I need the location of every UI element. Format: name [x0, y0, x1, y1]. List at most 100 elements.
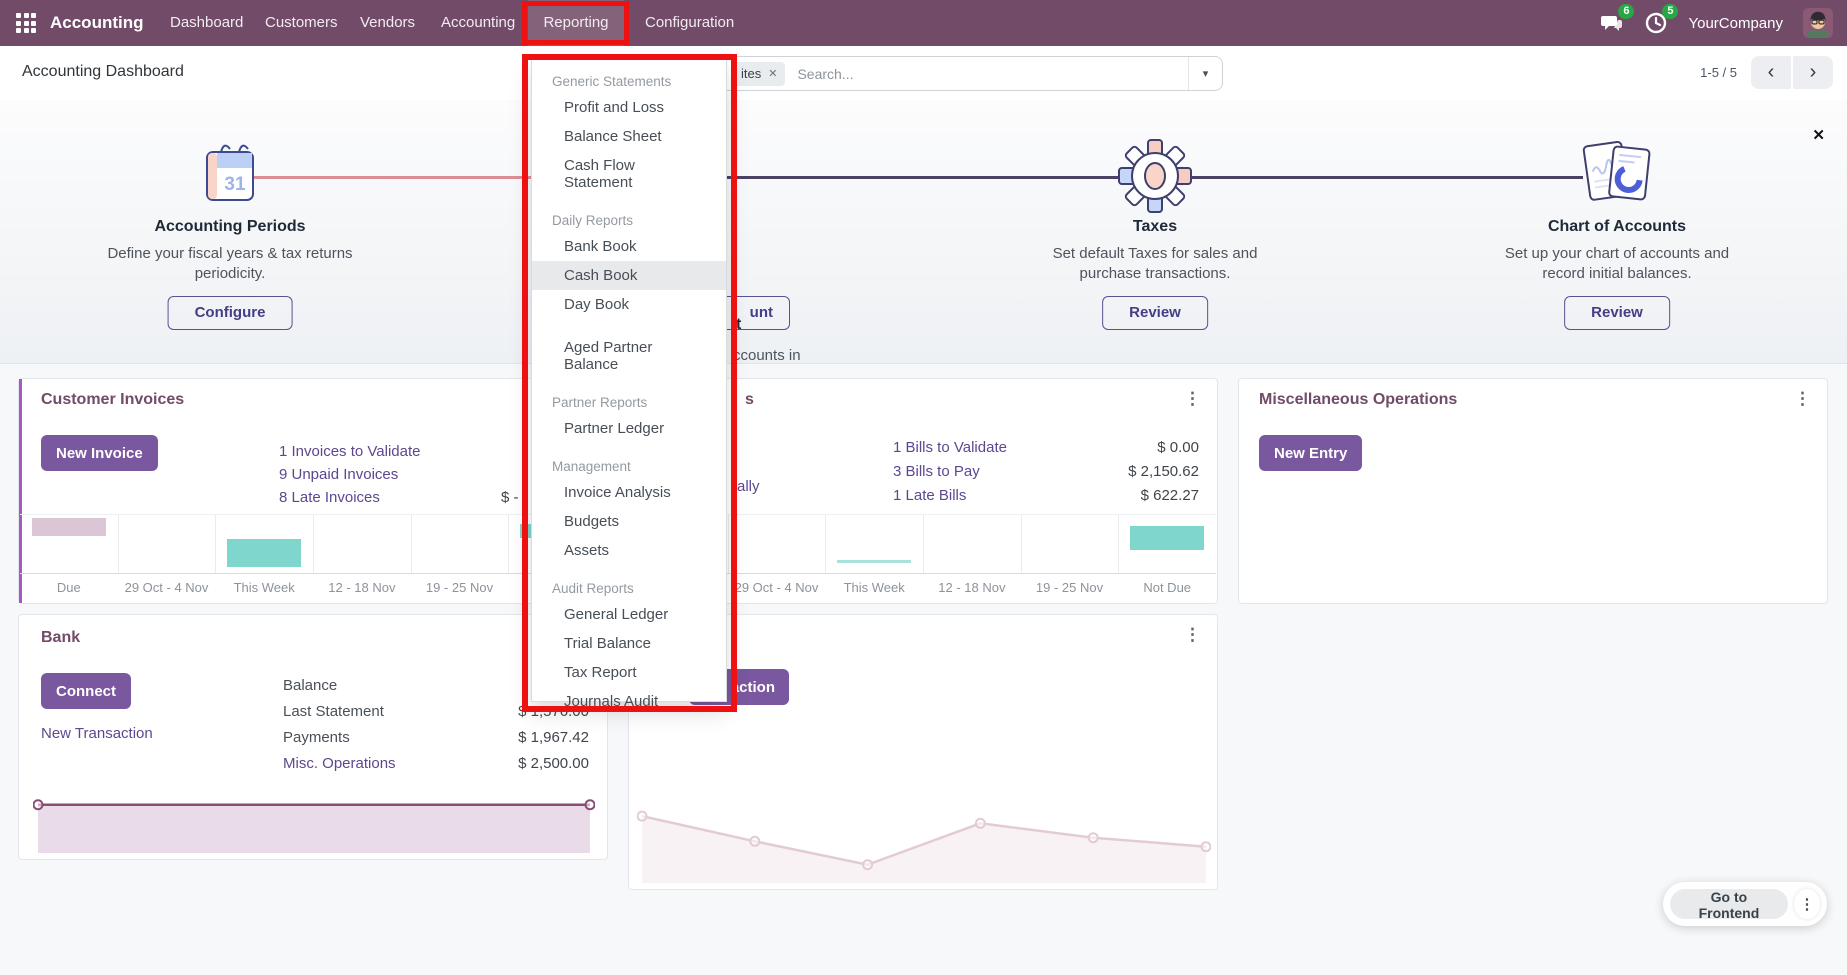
- chart-axis-label: 29 Oct - 4 Nov: [124, 580, 209, 595]
- menu-item-profit-and-loss[interactable]: Profit and Loss: [564, 99, 665, 116]
- filter-chip[interactable]: ites ✕: [733, 61, 786, 86]
- frontend-pill: Go to Frontend ⋮: [1663, 882, 1827, 926]
- review-chart-of-accounts-button[interactable]: Review: [1564, 296, 1670, 330]
- unpaid-invoices-link[interactable]: 9 Unpaid Invoices: [279, 466, 399, 483]
- miscellaneous-operations-title[interactable]: Miscellaneous Operations: [1259, 391, 1458, 408]
- nav-item-reporting[interactable]: Reporting: [528, 0, 624, 46]
- breadcrumb[interactable]: Accounting Dashboard: [22, 63, 184, 80]
- misc-operations-link[interactable]: Misc. Operations: [283, 755, 396, 772]
- pager-previous-button[interactable]: ‹: [1751, 56, 1791, 89]
- chart-gridline: [313, 515, 314, 573]
- frontend-kebab-icon[interactable]: ⋮: [1793, 889, 1820, 919]
- apps-grid-icon[interactable]: [16, 13, 36, 33]
- invoices-to-validate-link[interactable]: 1 Invoices to Validate: [279, 443, 421, 460]
- onboarding-progress-line-todo: [252, 176, 690, 179]
- menu-section-generic-statements: Generic Statements Profit and Loss Balan…: [532, 68, 726, 197]
- menu-item-aged-partner-balance[interactable]: Aged Partner Balance: [564, 339, 653, 373]
- nav-item-customers[interactable]: Customers: [265, 14, 338, 31]
- nav-item-accounting[interactable]: Accounting: [441, 14, 516, 31]
- onboarding-progress-line-done-1: [690, 176, 1124, 179]
- step-description: Set up your chart of accounts and record…: [1504, 245, 1730, 282]
- connect-button[interactable]: Connect: [41, 673, 131, 709]
- configure-button[interactable]: Configure: [167, 296, 293, 330]
- card-kebab-icon[interactable]: ⋮: [1794, 389, 1811, 408]
- chart-axis-label: 12 - 18 Nov: [938, 580, 1006, 595]
- activities-badge: 5: [1662, 4, 1679, 19]
- company-switcher[interactable]: YourCompany: [1688, 14, 1783, 32]
- chart-bar[interactable]: [1130, 526, 1204, 550]
- user-avatar[interactable]: [1803, 8, 1833, 38]
- menu-item-assets[interactable]: Assets: [564, 542, 610, 559]
- new-invoice-button[interactable]: New Invoice: [41, 435, 158, 471]
- search-input[interactable]: [797, 65, 1188, 82]
- menu-section-management: Management Invoice Analysis Budgets Asse…: [532, 453, 726, 565]
- menu-item-budgets[interactable]: Budgets: [564, 513, 620, 530]
- banner-close-icon[interactable]: ✕: [1812, 127, 1825, 144]
- chart-canvas: [32, 799, 596, 853]
- app-title[interactable]: Accounting: [50, 13, 144, 32]
- hidden-step-title-fragment: t: [736, 316, 742, 333]
- menu-item-trial-balance[interactable]: Trial Balance: [564, 635, 651, 652]
- bills-to-validate-amount: $ 0.00: [1157, 439, 1199, 456]
- misc-operations-amount: $ 2,500.00: [518, 755, 589, 772]
- customer-invoices-bar-chart[interactable]: [20, 514, 606, 574]
- menu-item-partner-ledger[interactable]: Partner Ledger: [564, 420, 665, 437]
- pager-next-button[interactable]: ›: [1793, 56, 1833, 89]
- nav-item-configuration[interactable]: Configuration: [645, 14, 735, 31]
- menu-item-journals-audit[interactable]: Journals Audit: [564, 693, 659, 710]
- bank-balance-area-chart[interactable]: [32, 787, 596, 855]
- search-bar[interactable]: ites ✕ ▾: [700, 56, 1223, 91]
- search-caret-icon[interactable]: ▾: [1188, 57, 1222, 90]
- bank-title[interactable]: Bank: [41, 629, 81, 646]
- new-transaction-link[interactable]: New Transaction: [41, 725, 153, 742]
- hidden-step-description-fragment: ccounts in: [733, 347, 801, 364]
- chart-axis-label: Due: [56, 580, 81, 595]
- go-to-frontend-button[interactable]: Go to Frontend: [1670, 889, 1788, 921]
- filter-chip-close-icon[interactable]: ✕: [768, 68, 778, 80]
- customer-invoices-title[interactable]: Customer Invoices: [41, 391, 185, 408]
- cash-journal-line-chart[interactable]: [636, 785, 1212, 885]
- bills-to-validate-link[interactable]: 1 Bills to Validate: [893, 439, 1007, 456]
- menu-item-invoice-analysis[interactable]: Invoice Analysis: [564, 484, 671, 501]
- menu-section-header: Generic Statements: [552, 74, 672, 89]
- chart-axis-label: 12 - 18 Nov: [328, 580, 396, 595]
- filter-chip-label: ites: [741, 66, 762, 81]
- nav-item-vendors[interactable]: Vendors: [360, 14, 416, 31]
- card-kebab-icon[interactable]: ⋮: [1184, 389, 1201, 408]
- vendor-bills-title-fragment[interactable]: s: [745, 391, 754, 408]
- chart-gridline: [508, 515, 510, 573]
- menu-item-general-ledger[interactable]: General Ledger: [564, 606, 669, 623]
- menu-item-tax-report[interactable]: Tax Report: [564, 664, 637, 681]
- menu-item-bank-book[interactable]: Bank Book: [564, 238, 637, 255]
- menu-item-day-book[interactable]: Day Book: [564, 296, 630, 313]
- activities-icon[interactable]: 5: [1644, 4, 1679, 35]
- reporting-dropdown-menu: Generic Statements Profit and Loss Balan…: [531, 59, 727, 710]
- late-bills-link[interactable]: 1 Late Bills: [893, 487, 967, 504]
- customer-invoices-chart-labels: Due 29 Oct - 4 Nov This Week 12 - 18 Nov 19 …: [20, 575, 606, 600]
- menu-section-partner-reports: Partner Reports Partner Ledger: [532, 389, 726, 443]
- chart-bar[interactable]: [32, 518, 106, 536]
- menu-item-cash-flow-statement[interactable]: Cash Flow Statement: [564, 157, 635, 191]
- chart-canvas: [636, 810, 1212, 883]
- bills-to-pay-link[interactable]: 3 Bills to Pay: [893, 463, 980, 480]
- payments-label[interactable]: Payments: [283, 729, 350, 746]
- menu-item-cash-book[interactable]: Cash Book: [532, 261, 726, 290]
- chart-bar[interactable]: [837, 560, 911, 563]
- menu-section-standalone: Aged Partner Balance: [532, 333, 726, 379]
- nav-item-dashboard[interactable]: Dashboard: [170, 14, 244, 31]
- chart-bar[interactable]: [227, 539, 301, 567]
- chat-bubbles-icon: [1601, 16, 1623, 31]
- vendor-bills-bar-chart[interactable]: [630, 514, 1216, 574]
- last-statement-label[interactable]: Last Statement: [283, 703, 384, 720]
- card-kebab-icon[interactable]: ⋮: [1184, 625, 1201, 644]
- pager-buttons: ‹ ›: [1751, 56, 1833, 89]
- chart-gridline: [1118, 515, 1120, 573]
- late-invoices-link[interactable]: 8 Late Invoices: [279, 489, 380, 506]
- bank-card: Bank ⋮ Connect New Transaction Balance L…: [18, 614, 608, 860]
- review-taxes-button[interactable]: Review: [1102, 296, 1208, 330]
- menu-item-balance-sheet[interactable]: Balance Sheet: [564, 128, 662, 145]
- messages-icon[interactable]: 6: [1600, 4, 1635, 35]
- vendor-bills-link-fragment[interactable]: ally: [737, 478, 760, 495]
- new-entry-button[interactable]: New Entry: [1259, 435, 1363, 471]
- chart-gridline: [825, 515, 827, 573]
